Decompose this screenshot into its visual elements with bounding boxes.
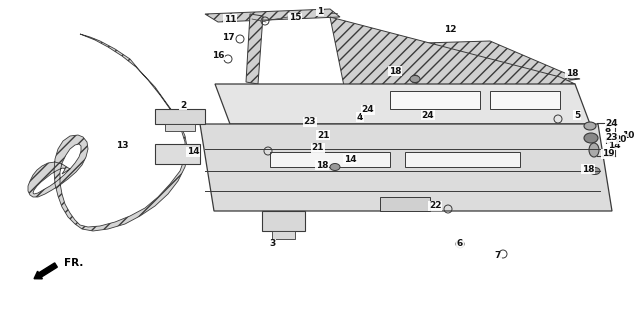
Text: 11: 11 <box>224 14 236 24</box>
Text: 21: 21 <box>312 144 324 152</box>
Ellipse shape <box>589 143 599 157</box>
Polygon shape <box>380 197 430 211</box>
Polygon shape <box>28 34 188 231</box>
Polygon shape <box>390 41 580 89</box>
Text: 1: 1 <box>317 6 323 16</box>
Text: 7: 7 <box>495 251 501 261</box>
Text: FR.: FR. <box>64 258 83 268</box>
Text: 18: 18 <box>566 69 579 78</box>
Text: 13: 13 <box>116 140 128 150</box>
Text: 24: 24 <box>605 118 618 128</box>
Ellipse shape <box>584 133 598 143</box>
Ellipse shape <box>330 164 340 170</box>
Text: 24: 24 <box>422 110 435 120</box>
Text: 14: 14 <box>187 147 199 157</box>
Polygon shape <box>490 91 560 109</box>
Polygon shape <box>405 152 520 167</box>
Text: 20: 20 <box>614 135 626 144</box>
Text: 6: 6 <box>457 240 463 249</box>
Text: 10: 10 <box>622 130 634 139</box>
Polygon shape <box>390 91 480 109</box>
Text: 12: 12 <box>444 26 456 34</box>
Ellipse shape <box>410 76 420 83</box>
Text: 4: 4 <box>357 113 363 122</box>
Text: 3: 3 <box>269 240 275 249</box>
Ellipse shape <box>584 122 596 130</box>
FancyArrow shape <box>34 263 58 279</box>
Polygon shape <box>205 9 340 22</box>
Text: 17: 17 <box>221 33 234 42</box>
Ellipse shape <box>590 167 600 174</box>
Text: 15: 15 <box>289 13 301 23</box>
Polygon shape <box>270 152 390 167</box>
Text: 24: 24 <box>362 106 374 115</box>
Ellipse shape <box>567 72 577 79</box>
Polygon shape <box>165 124 195 131</box>
Polygon shape <box>330 17 575 91</box>
Text: 5: 5 <box>574 110 580 120</box>
Text: 19: 19 <box>602 150 614 159</box>
Polygon shape <box>272 231 295 239</box>
Text: 14: 14 <box>608 140 620 150</box>
Text: 16: 16 <box>212 50 224 60</box>
Text: 18: 18 <box>316 160 328 169</box>
Text: 2: 2 <box>180 100 186 109</box>
Text: 14: 14 <box>344 154 356 164</box>
Polygon shape <box>246 14 263 84</box>
Polygon shape <box>200 124 612 211</box>
Text: 21: 21 <box>317 130 329 139</box>
Text: 8: 8 <box>605 124 611 133</box>
Polygon shape <box>262 211 305 231</box>
Text: 23: 23 <box>605 132 618 142</box>
Polygon shape <box>155 109 205 124</box>
Text: 18: 18 <box>582 165 595 174</box>
Text: 18: 18 <box>388 66 401 76</box>
Text: 9: 9 <box>605 137 611 145</box>
Text: 22: 22 <box>429 202 441 211</box>
Polygon shape <box>215 84 590 124</box>
Text: 23: 23 <box>304 117 316 127</box>
Polygon shape <box>155 144 200 164</box>
